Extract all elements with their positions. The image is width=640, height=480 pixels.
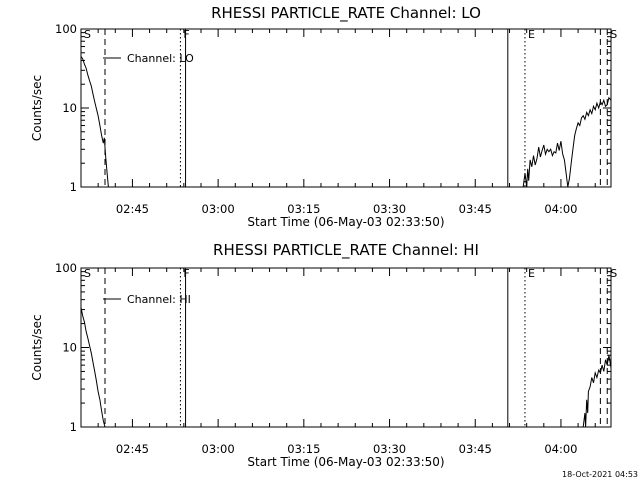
data-series-line (81, 56, 109, 187)
y-tick-label: 1 (70, 420, 77, 434)
x-tick-label: 03:45 (459, 202, 492, 216)
plot-frame (80, 267, 612, 428)
timestamp: 18-Oct-2021 04:53 (562, 470, 638, 479)
y-tick-label: 1 (70, 180, 77, 194)
y-tick-label: 100 (55, 261, 77, 275)
data-series-line (522, 96, 611, 187)
event-marker-label: S (610, 267, 617, 280)
y-axis-label: Counts/sec (30, 75, 44, 141)
chart-title: RHESSI PARTICLE_RATE Channel: LO (211, 4, 481, 23)
event-marker-label: E (528, 28, 535, 41)
x-tick-label: 04:00 (544, 442, 577, 456)
event-marker-label: S (84, 28, 91, 41)
x-tick-label: 03:00 (202, 442, 235, 456)
x-tick-label: 04:00 (544, 202, 577, 216)
panel-hi: RHESSI PARTICLE_RATE Channel: HI S F E S Chan… (30, 241, 617, 469)
data-series-line (582, 355, 611, 427)
legend-label: Channel: HI (127, 293, 191, 306)
event-marker-label: E (528, 267, 535, 280)
x-tick-label: 02:45 (116, 202, 149, 216)
legend-label: Channel: LO (127, 52, 194, 65)
y-tick-label: 100 (55, 22, 77, 36)
event-marker-label: F (183, 28, 189, 41)
y-tick-label: 10 (62, 341, 77, 355)
data-series-line (81, 307, 106, 427)
chart-title: RHESSI PARTICLE_RATE Channel: HI (213, 241, 479, 260)
x-tick-label: 03:30 (373, 202, 406, 216)
x-tick-label: 03:15 (287, 202, 320, 216)
y-axis-label: Counts/sec (30, 314, 44, 380)
event-marker-label: F (183, 267, 189, 280)
x-axis-label: Start Time (06-May-03 02:33:50) (247, 455, 444, 469)
x-tick-label: 02:45 (116, 442, 149, 456)
x-tick-label: 03:30 (373, 442, 406, 456)
panel-lo: RHESSI PARTICLE_RATE Channel: LO S F E S Chan… (30, 4, 617, 229)
x-tick-label: 03:15 (287, 442, 320, 456)
event-marker-label: S (610, 28, 617, 41)
x-axis-label: Start Time (06-May-03 02:33:50) (247, 215, 444, 229)
x-tick-label: 03:45 (459, 442, 492, 456)
x-tick-label: 03:00 (202, 202, 235, 216)
event-marker-label: S (84, 267, 91, 280)
y-tick-label: 10 (62, 101, 77, 115)
